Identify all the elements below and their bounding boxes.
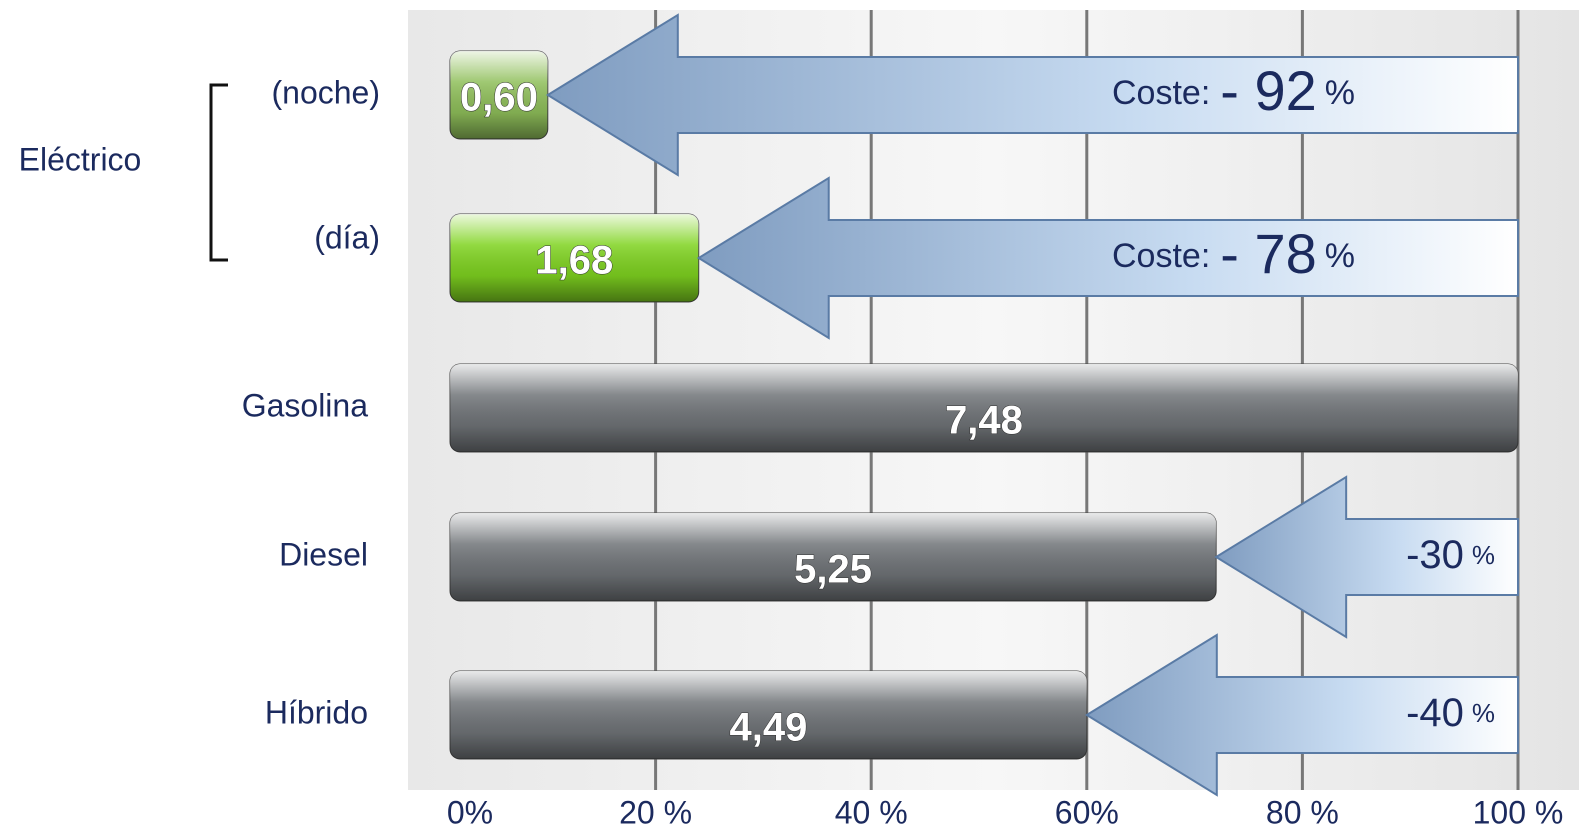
arrow-unit: %	[1325, 74, 1355, 112]
bar-label: 1,68	[535, 239, 613, 283]
x-tick-label: 100 %	[1473, 794, 1564, 830]
arrow-value: - 78	[1220, 222, 1317, 285]
bar-label: 0,60	[460, 76, 538, 120]
arrow-unit: %	[1472, 540, 1495, 570]
bar-shine	[450, 513, 1217, 601]
arrow-unit: %	[1325, 237, 1355, 275]
category-label: Gasolina	[242, 387, 369, 423]
arrow-label: Coste:	[1112, 237, 1210, 275]
bar-shine	[450, 51, 548, 139]
x-tick-label: 0%	[447, 794, 493, 830]
arrow-text: -30%	[1406, 533, 1495, 577]
arrow-value: -40	[1406, 691, 1464, 735]
x-tick-label: 80 %	[1266, 794, 1339, 830]
arrow-text: -40%	[1406, 691, 1495, 735]
category-label: (noche)	[272, 74, 381, 110]
bar-shine	[450, 671, 1087, 759]
x-tick-label: 20 %	[619, 794, 692, 830]
bar-label: 4,49	[729, 706, 807, 750]
arrow-unit: %	[1472, 698, 1495, 728]
bar-label: 7,48	[945, 399, 1023, 443]
x-tick-label: 60%	[1055, 794, 1119, 830]
arrow	[696, 176, 1519, 340]
arrow	[1084, 633, 1519, 797]
category-label: Diesel	[279, 536, 368, 572]
arrow	[1214, 475, 1519, 639]
bracket	[209, 83, 228, 262]
arrow-value: -30	[1406, 533, 1464, 577]
category-label: Híbrido	[265, 694, 368, 730]
bar-shine	[450, 364, 1518, 452]
arrow	[545, 13, 1519, 177]
category-label: (día)	[314, 219, 380, 255]
x-tick-label: 40 %	[835, 794, 908, 830]
arrow-text: Coste: - 78%	[1112, 222, 1355, 285]
group-label: Eléctrico	[19, 141, 142, 177]
bar-label: 5,25	[794, 548, 872, 592]
arrow-value: - 92	[1220, 59, 1317, 122]
arrow-text: Coste: - 92%	[1112, 59, 1355, 122]
arrow-label: Coste:	[1112, 74, 1210, 112]
bar-shine	[450, 214, 699, 302]
